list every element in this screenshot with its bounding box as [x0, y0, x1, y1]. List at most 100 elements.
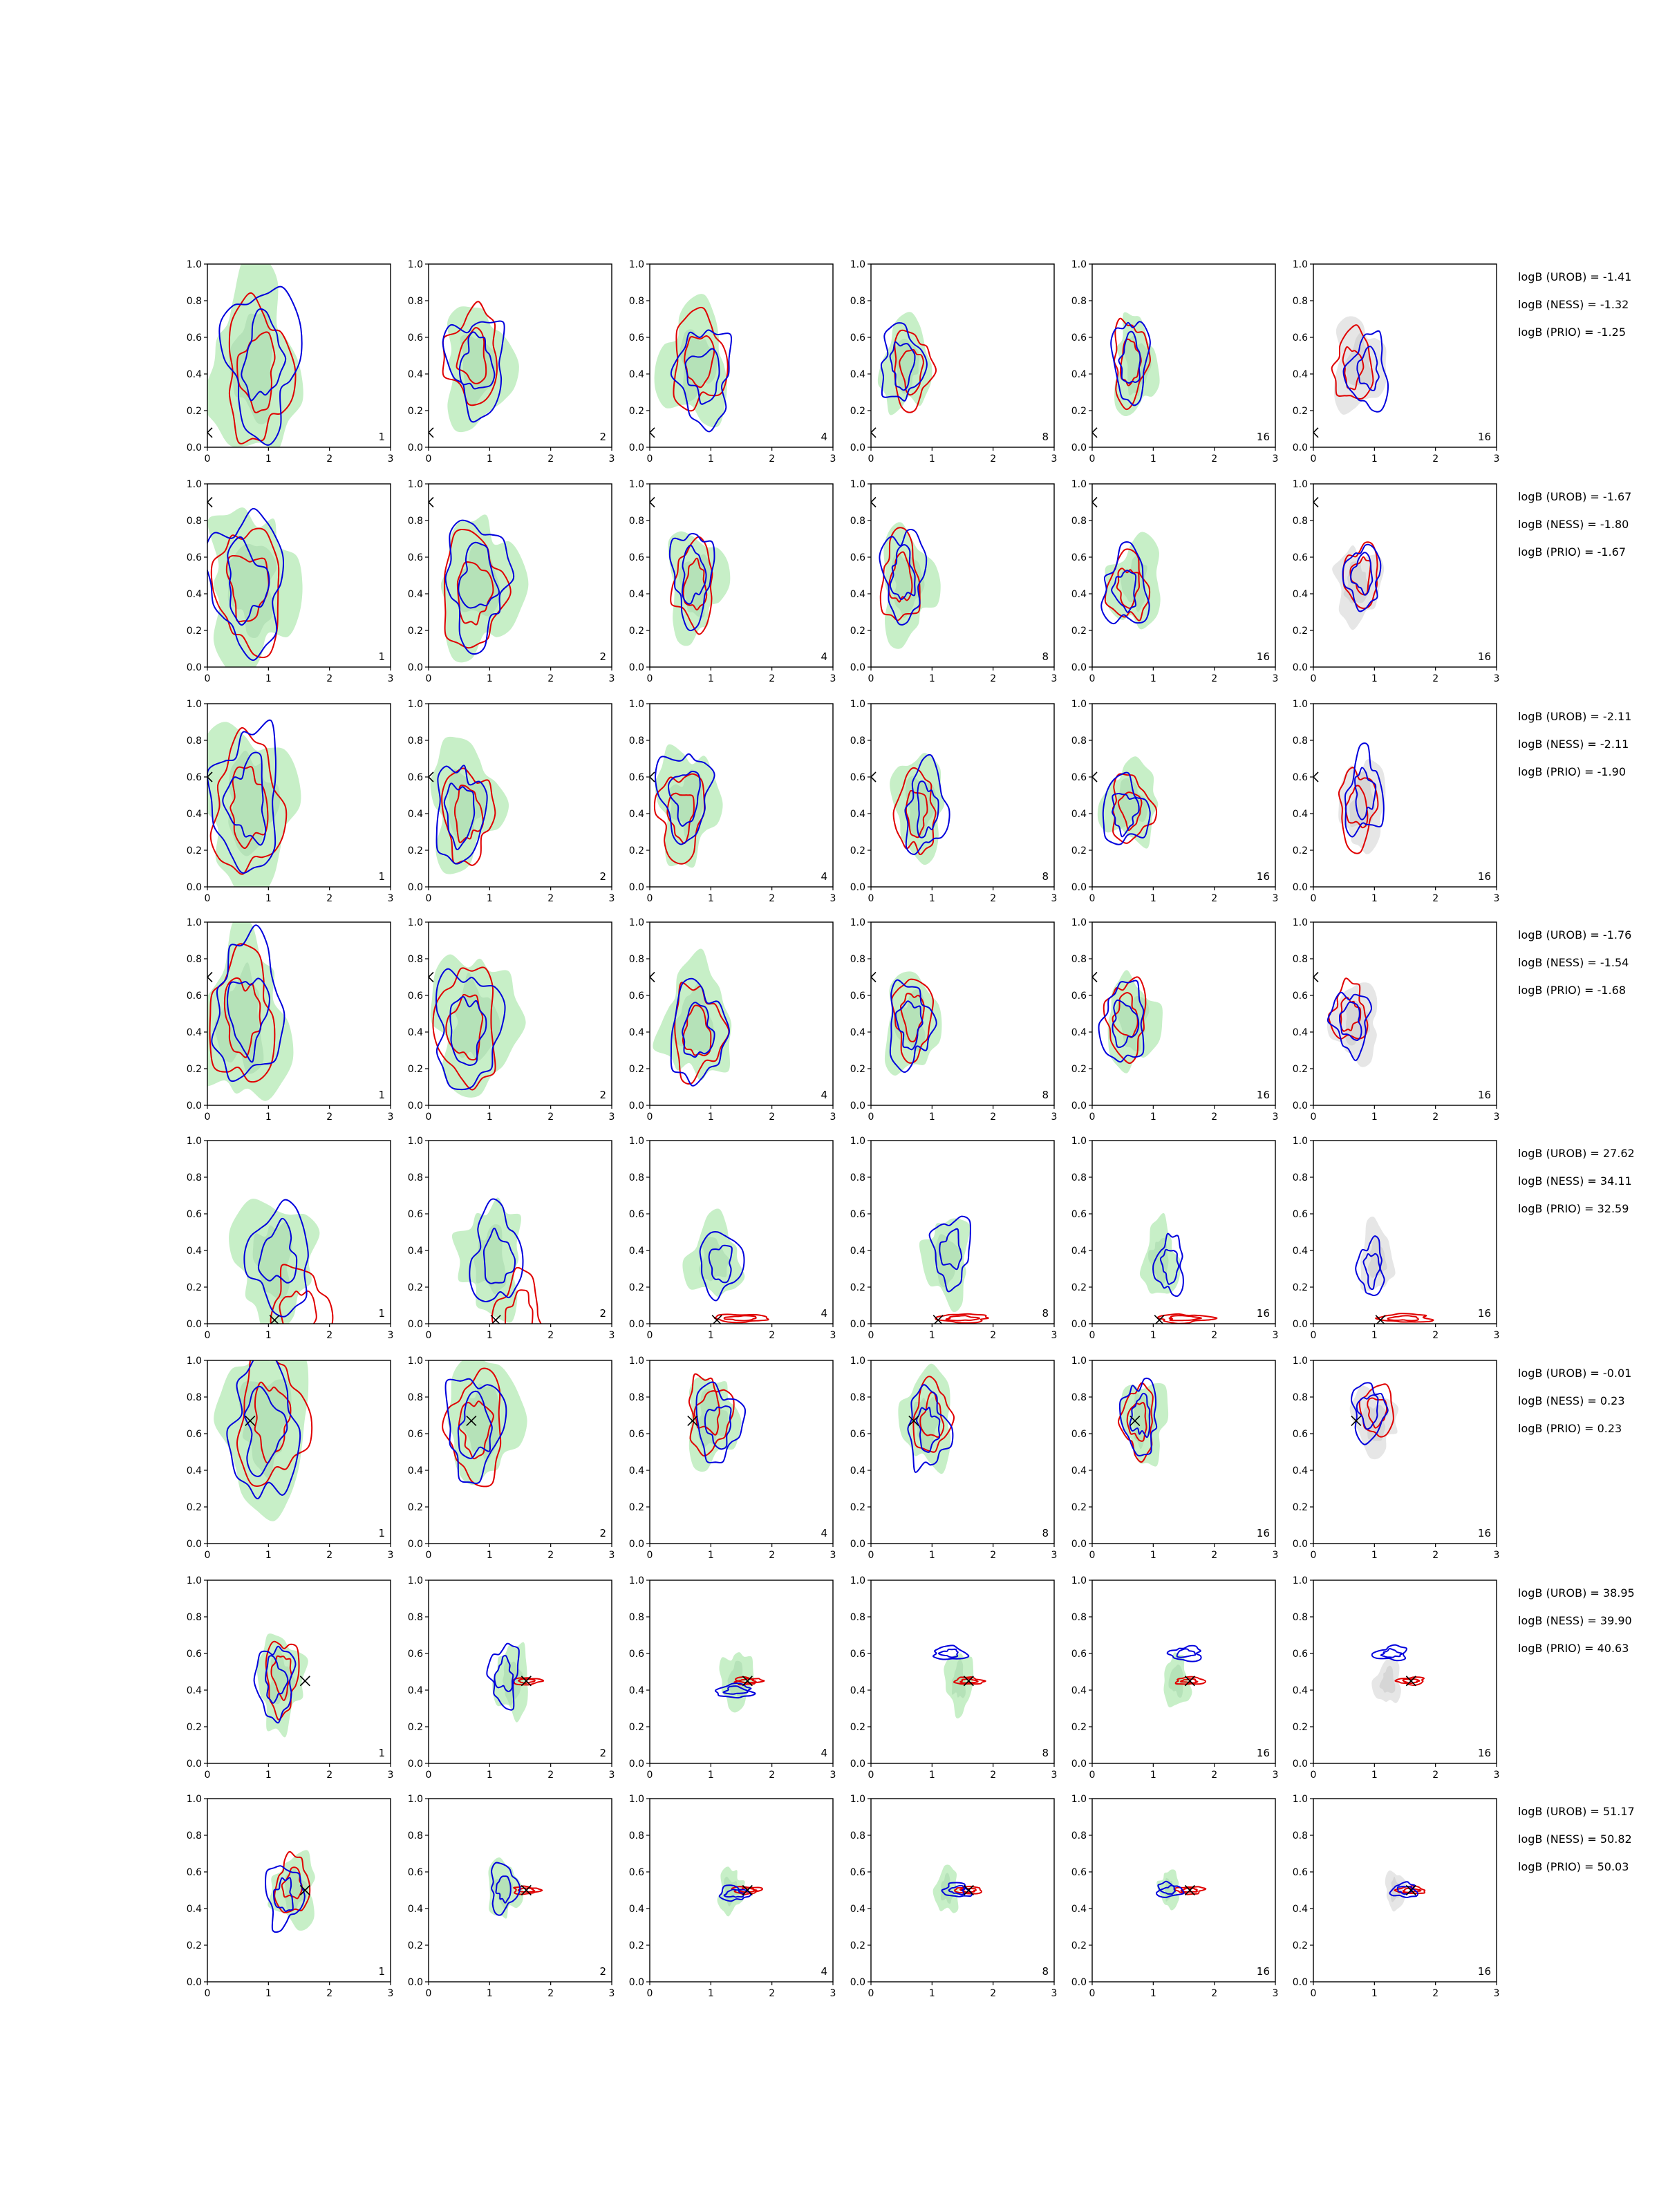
panel-label: 8	[1042, 1089, 1049, 1101]
y-tick-label: 0.4	[1071, 1246, 1087, 1257]
truth-marker	[1092, 427, 1098, 438]
y-tick-label: 1.0	[850, 699, 865, 710]
y-tick-label: 0.2	[850, 406, 865, 417]
y-tick-label: 0.0	[1071, 1977, 1087, 1988]
density-fill-inner	[1115, 996, 1150, 1052]
panel-label: 1	[378, 1527, 385, 1539]
y-tick-label: 1.0	[408, 259, 423, 270]
blue-contour-inner	[682, 1002, 715, 1058]
x-tick-label: 3	[609, 1550, 615, 1561]
x-tick-label: 3	[830, 673, 836, 684]
panel-label: 16	[1478, 650, 1491, 663]
blue-contour-inner	[1380, 1647, 1403, 1658]
x-tick-label: 2	[547, 1988, 554, 1999]
y-tick-label: 0.4	[850, 809, 865, 820]
blue-contour-outer	[253, 1645, 297, 1724]
y-tick-label: 0.0	[629, 1319, 644, 1330]
blue-contour-outer	[1342, 330, 1389, 413]
blue-contour-outer	[695, 1381, 747, 1464]
x-tick-label: 0	[868, 453, 874, 465]
truth-marker	[963, 1676, 974, 1687]
truth-marker	[207, 427, 213, 438]
logb-value: logB (UROB) = 27.62	[1518, 1147, 1635, 1160]
y-tick-label: 0.6	[1071, 1429, 1087, 1440]
axes-frame	[428, 483, 612, 668]
x-tick-label: 1	[1371, 1330, 1378, 1341]
blue-contour-outer	[1342, 543, 1382, 612]
axes-frame	[428, 703, 612, 888]
density-fill-inner	[668, 769, 704, 838]
y-tick-label: 0.8	[187, 1612, 202, 1623]
red-contour-inner	[1180, 1887, 1198, 1893]
panel-label: 4	[821, 431, 827, 443]
y-tick-label: 0.0	[408, 442, 423, 453]
y-tick-label: 0.8	[408, 735, 423, 747]
density-fill-inner	[699, 1237, 730, 1282]
y-tick-label: 0.8	[1071, 735, 1087, 747]
y-tick-label: 1.0	[187, 1575, 202, 1586]
x-tick-label: 1	[1150, 673, 1156, 684]
axes-frame	[870, 483, 1055, 668]
y-tick-label: 1.0	[408, 1794, 423, 1805]
x-tick-label: 3	[388, 1988, 394, 1999]
red-contour-outer	[1328, 977, 1369, 1040]
truth-marker	[299, 1676, 310, 1687]
panel-r2-c1: 0.00.20.40.60.81.00 1 2 31	[187, 479, 394, 684]
blue-contour-inner	[684, 348, 720, 405]
x-tick-label: 0	[647, 1988, 653, 1999]
y-tick-label: 1.0	[187, 1136, 202, 1147]
y-tick-label: 0.8	[187, 1172, 202, 1183]
y-tick-label: 0.0	[1071, 1319, 1087, 1330]
y-tick-label: 0.0	[408, 1539, 423, 1550]
y-tick-label: 0.4	[1071, 589, 1087, 600]
axes-frame	[649, 1798, 834, 1983]
panel-label: 2	[599, 1747, 606, 1759]
y-tick-label: 0.4	[408, 1685, 423, 1696]
logb-value: logB (PRIO) = 0.23	[1518, 1422, 1622, 1435]
panel-label: 1	[378, 1965, 385, 1978]
y-tick-label: 0.0	[1293, 1977, 1308, 1988]
x-tick-label: 1	[265, 673, 272, 684]
y-tick-label: 0.2	[408, 626, 423, 637]
panel-label: 4	[821, 1965, 827, 1978]
y-tick-label: 0.0	[408, 1759, 423, 1770]
logb-value: logB (UROB) = -2.11	[1518, 710, 1631, 723]
blue-contour-outer	[668, 533, 715, 632]
y-tick-label: 0.4	[408, 1027, 423, 1038]
x-tick-label: 2	[769, 1112, 775, 1123]
x-tick-label: 0	[647, 1550, 653, 1561]
y-tick-label: 1.0	[408, 1136, 423, 1147]
y-tick-label: 0.2	[408, 1064, 423, 1075]
y-tick-label: 0.6	[1071, 772, 1087, 783]
y-tick-label: 0.4	[1071, 1685, 1087, 1696]
x-tick-label: 3	[1051, 453, 1058, 465]
blue-contour-inner	[1176, 1648, 1197, 1658]
blue-contour-inner	[889, 341, 916, 391]
axes-frame	[1313, 263, 1497, 448]
red-contour-outer	[894, 329, 937, 413]
panel-label: 8	[1042, 1527, 1049, 1539]
blue-contour-inner	[495, 1875, 512, 1904]
blue-contour-inner	[668, 770, 701, 827]
x-tick-label: 2	[547, 1550, 554, 1561]
y-tick-label: 1.0	[1071, 1136, 1087, 1147]
y-tick-label: 0.2	[850, 1722, 865, 1733]
x-tick-label: 1	[929, 1770, 935, 1781]
x-tick-label: 1	[1371, 1550, 1378, 1561]
y-tick-label: 0.2	[187, 406, 202, 417]
panel-label: 16	[1478, 431, 1491, 443]
red-contour-inner	[517, 1887, 536, 1893]
blue-contour-inner	[681, 544, 707, 605]
y-tick-label: 0.2	[187, 1940, 202, 1951]
y-tick-label: 0.4	[629, 1465, 644, 1477]
y-tick-label: 0.4	[629, 589, 644, 600]
x-tick-label: 1	[1371, 893, 1378, 904]
y-tick-label: 1.0	[1293, 1356, 1308, 1367]
x-tick-label: 0	[205, 1770, 211, 1781]
red-contour-outer	[953, 1676, 986, 1685]
density-fill-inner	[214, 962, 264, 1074]
x-tick-label: 0	[205, 673, 211, 684]
blue-contour-inner	[1159, 1884, 1176, 1895]
logb-value: logB (UROB) = 51.17	[1518, 1805, 1635, 1818]
x-tick-label: 0	[426, 1550, 432, 1561]
